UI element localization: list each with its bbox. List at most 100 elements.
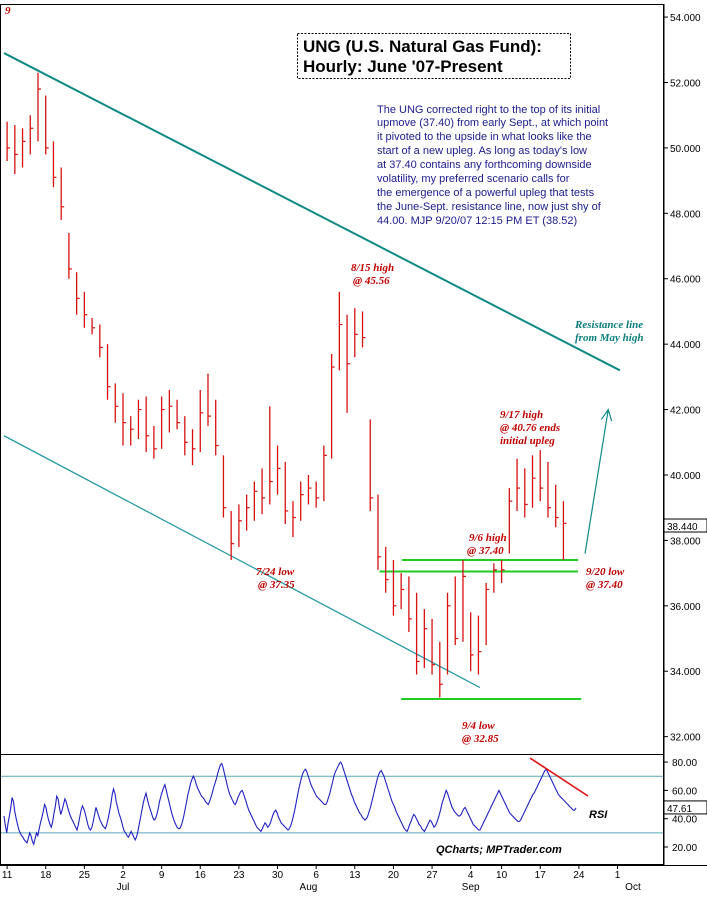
last-price-box bbox=[663, 518, 707, 533]
credit: QCharts; MPTrader.com bbox=[436, 844, 562, 856]
rsi-tick-label: 20.00 bbox=[672, 843, 697, 854]
price-tick-label: 52.000 bbox=[670, 78, 701, 89]
rsi-indicator: RSI 47.61 bbox=[1, 757, 707, 846]
annotation-line: 7/24 low bbox=[256, 566, 295, 578]
price-bar bbox=[300, 481, 304, 521]
trend-lines bbox=[3, 52, 621, 701]
rsi-trend-line bbox=[529, 757, 589, 797]
price-bar bbox=[245, 494, 250, 531]
rsi-last-box bbox=[663, 800, 707, 815]
day-tick-label: 27 bbox=[426, 870, 438, 881]
price-tick-label: 32.000 bbox=[670, 733, 701, 744]
price-tick-label: 48.000 bbox=[670, 209, 701, 220]
price-bar bbox=[555, 484, 559, 528]
price-bar bbox=[462, 560, 466, 642]
annotation-line: 9/6 high bbox=[469, 532, 507, 544]
price-bar bbox=[168, 389, 173, 433]
resistance-line bbox=[3, 52, 621, 372]
price-bar bbox=[45, 95, 49, 155]
price-bar bbox=[222, 455, 227, 518]
price-bar bbox=[184, 416, 188, 456]
price-bar bbox=[21, 128, 26, 168]
price-bar bbox=[137, 399, 142, 440]
month-label: Jul bbox=[117, 882, 130, 893]
price-bar bbox=[470, 612, 474, 672]
price-bar bbox=[75, 272, 80, 315]
price-bar bbox=[83, 291, 88, 328]
price-bar bbox=[446, 592, 451, 675]
commentary-line: The UNG corrected right to the top of it… bbox=[377, 104, 600, 116]
rsi-last-label: 47.61 bbox=[667, 804, 692, 815]
title-line-2: Hourly: June '07-Present bbox=[303, 57, 503, 76]
price-bar bbox=[408, 576, 412, 632]
commentary-line: start of a new upleg. As long as today's… bbox=[377, 145, 587, 157]
annotation-resistance: Resistance line from May high bbox=[574, 319, 643, 344]
price-bar bbox=[160, 396, 165, 449]
price-bar bbox=[338, 291, 343, 371]
price-bar bbox=[130, 416, 134, 446]
projection-arrow bbox=[584, 408, 613, 554]
price-tick-label: 44.000 bbox=[670, 340, 701, 351]
price-bar bbox=[122, 393, 126, 446]
rsi-tick-label: 60.00 bbox=[672, 786, 697, 797]
price-bar bbox=[547, 461, 551, 518]
price-bar bbox=[500, 560, 505, 583]
price-bar bbox=[276, 445, 281, 495]
price-bar bbox=[392, 560, 397, 616]
price-bar bbox=[284, 461, 289, 525]
price-bar bbox=[6, 121, 11, 161]
month-label: Oct bbox=[625, 882, 641, 893]
price-bar bbox=[230, 510, 235, 561]
price-bar bbox=[323, 445, 327, 502]
day-tick-label: 20 bbox=[388, 870, 400, 881]
projection-arrow-head bbox=[600, 408, 613, 422]
price-bar bbox=[60, 167, 65, 220]
day-tick-label: 30 bbox=[272, 870, 284, 881]
annotation-line: initial upleg bbox=[500, 435, 555, 447]
price-bar bbox=[153, 425, 157, 459]
price-bar bbox=[385, 546, 389, 593]
annotation-sep20: 9/20 low @ 37.40 bbox=[586, 566, 625, 591]
commentary-line: at 37.40 contains any forthcoming downsi… bbox=[377, 159, 592, 171]
price-bar bbox=[114, 383, 119, 423]
title-line-1: UNG (U.S. Natural Gas Fund): bbox=[303, 37, 542, 56]
annotation-line: @ 32.85 bbox=[462, 733, 499, 745]
month-label: Aug bbox=[300, 882, 318, 893]
price-tick-label: 40.000 bbox=[670, 471, 701, 482]
price-tick-label: 46.000 bbox=[670, 275, 701, 286]
price-bar bbox=[29, 115, 34, 155]
price-bar bbox=[361, 311, 366, 348]
day-tick-label: 10 bbox=[496, 870, 508, 881]
price-bar bbox=[369, 419, 374, 511]
rsi-tick-label: 80.00 bbox=[672, 758, 697, 769]
price-bar bbox=[238, 504, 242, 547]
price-bar bbox=[439, 641, 443, 698]
price-bar bbox=[307, 474, 312, 505]
price-bar bbox=[485, 582, 490, 646]
last-price-label: 38.440 bbox=[667, 522, 698, 533]
annotation-line: @ 45.56 bbox=[353, 275, 390, 287]
price-tick-label: 36.000 bbox=[670, 602, 701, 613]
annotation-line: 9/20 low bbox=[586, 566, 625, 578]
support-line bbox=[3, 435, 481, 689]
price-tick-label: 34.000 bbox=[670, 667, 701, 678]
rsi-tick-label: 40.00 bbox=[672, 815, 697, 826]
price-bar bbox=[531, 455, 536, 508]
price-tick-label: 50.000 bbox=[670, 144, 701, 155]
commentary-line: it pivoted to the upside in what looks l… bbox=[377, 131, 592, 143]
annotation-line: 9/4 low bbox=[462, 720, 495, 732]
price-bar bbox=[261, 468, 266, 515]
annotation-line: 8/15 high bbox=[351, 262, 394, 274]
commentary-line: upmove (37.40) from early Sept., at whic… bbox=[377, 117, 608, 129]
price-bar bbox=[68, 232, 72, 279]
rsi-line bbox=[3, 761, 577, 846]
corner-label: 9 bbox=[5, 5, 11, 17]
annotation-line: @ 37.40 bbox=[467, 545, 504, 557]
annotation-line: @ 40.76 ends bbox=[500, 422, 560, 434]
time-axis: 11 18 25 2 9 16 23 30 6 13 20 27 4 10 17 24 1 Jul Aug Sep Oc… bbox=[2, 865, 641, 893]
price-bar bbox=[539, 450, 544, 502]
day-tick-label: 11 bbox=[2, 870, 13, 881]
price-bar bbox=[14, 125, 18, 175]
annotation-line: from May high bbox=[575, 332, 643, 344]
